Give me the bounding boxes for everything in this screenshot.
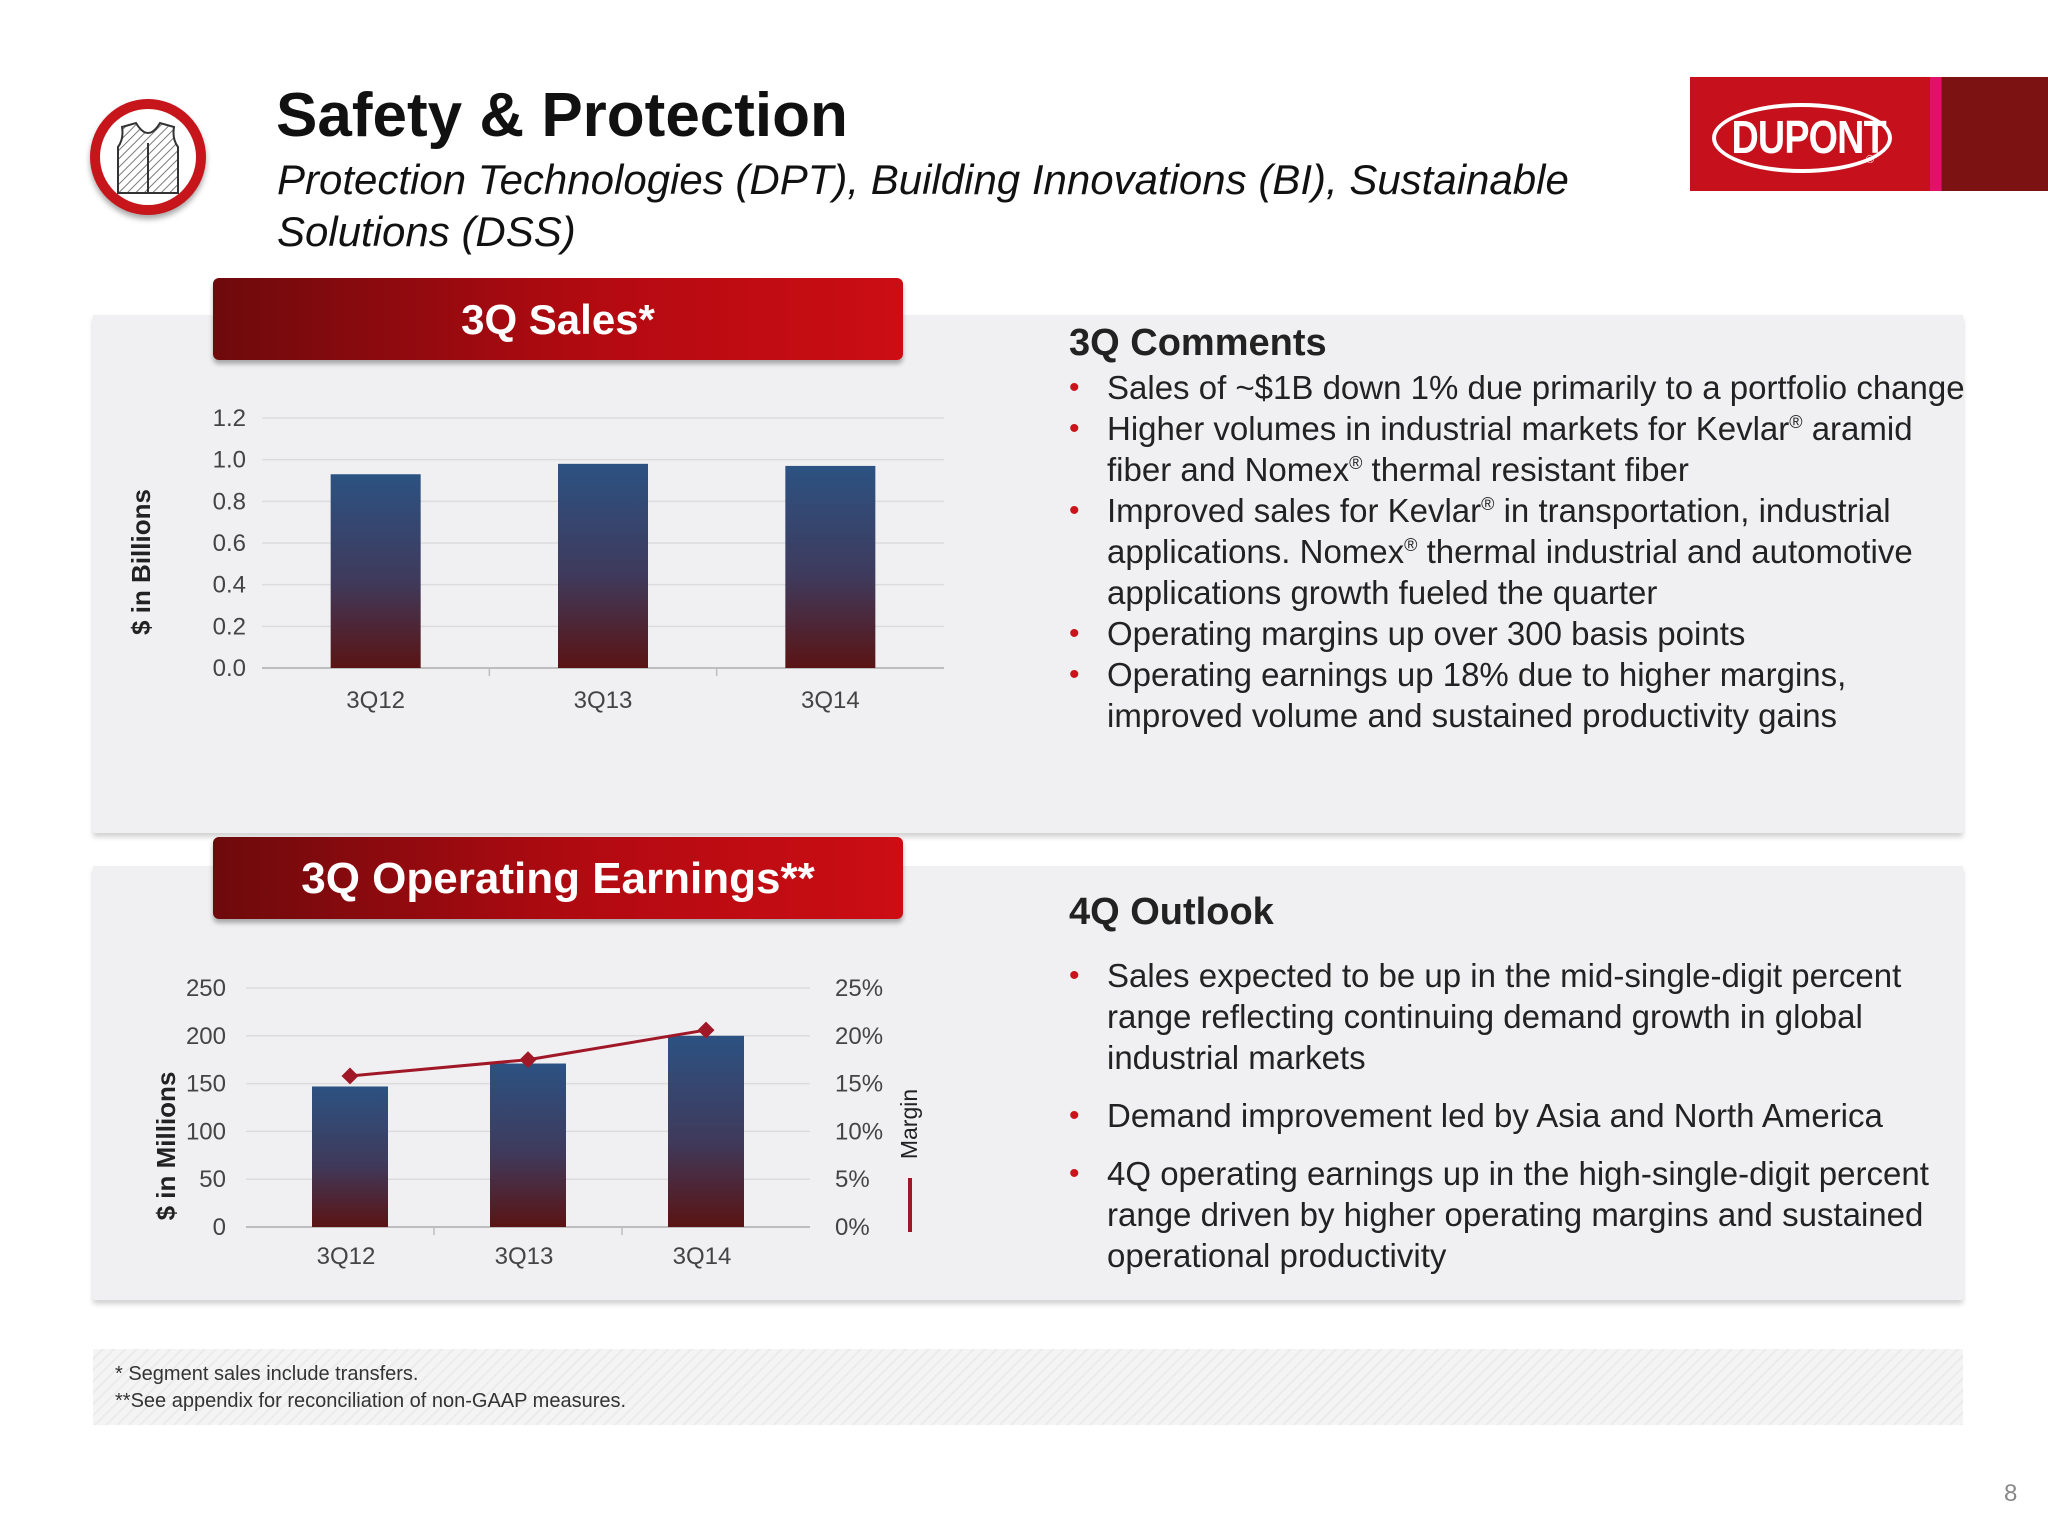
earnings-y-tick: 200 [186,1023,226,1050]
margin-y-tick: 5% [835,1166,870,1193]
earnings-x-tick: 3Q12 [317,1243,376,1270]
outlook-text: Demand improvement led by Asia and North… [1107,1097,1883,1134]
comment-bullet: • Sales of ~$1B down 1% due primarily to … [1069,367,1969,408]
page-subtitle: Protection Technologies (DPT), Building … [277,156,1569,255]
sales-y-tick: 0.8 [213,488,246,515]
earnings-x-tick: 3Q14 [673,1243,732,1270]
comment-text: Higher volumes in industrial markets for… [1107,410,1790,447]
bullet-dot: • [1069,494,1080,527]
vest-icon [90,99,206,215]
margin-y-tick: 20% [835,1023,883,1050]
page-title: Safety & Protection [276,81,848,150]
earnings-y-tick: 50 [199,1166,226,1193]
page-number: 8 [2004,1480,2018,1507]
outlook-bullet: • Sales expected to be up in the mid-sing… [1069,955,1969,1078]
comments-title: 3Q Comments [1069,322,1327,364]
registered-mark: ® [1789,412,1803,432]
earnings-chart-header: 3Q Operating Earnings** [213,837,903,919]
comment-text: aramid fiber and Nomex [1107,410,1913,488]
comment-text: Operating margins up over 300 basis poin… [1107,615,1746,652]
outlook-bullet: • Demand improvement led by Asia and Nort… [1069,1095,1969,1136]
outlook-text: 4Q operating earnings up in the high-sin… [1107,1155,1929,1274]
bullet-dot: • [1069,658,1080,691]
sales-x-tick: 3Q14 [801,687,860,714]
comment-text: Sales of ~$1B down 1% due primarily to a… [1107,369,1965,406]
bullet-dot: • [1069,1157,1080,1190]
footnote-non-gaap: **See appendix for reconciliation of non… [115,1390,627,1412]
earnings-y-axis-label: $ in Millions [151,1072,181,1221]
outlook-bullet: • 4Q operating earnings up in the high-si… [1069,1153,1969,1276]
outlook-list: • Sales expected to be up in the mid-sing… [1069,955,1969,1293]
sales-bar [558,463,648,668]
earnings-bar [668,1035,744,1227]
footnote-sales: * Segment sales include transfers. [115,1363,419,1385]
comment-text: Improved sales for Kevlar [1107,492,1482,529]
sales-y-axis-label: $ in Billions [126,489,156,635]
sales-y-tick: 0.6 [213,530,246,557]
comment-bullet: • Operating earnings up 18% due to higher… [1069,654,1969,736]
bullet-dot: • [1069,959,1080,992]
logo-oval [1712,103,1892,173]
logo-stripe [1930,77,1941,191]
margin-point [341,1067,359,1085]
comment-text: Operating earnings up 18% due to higher … [1107,656,1847,734]
vest-glyph [117,121,179,194]
earnings-y-tick: 150 [186,1071,226,1098]
sales-chart-header: 3Q Sales* [213,278,903,360]
footnote-band [93,1349,1963,1425]
comment-text: thermal resistant fiber [1362,451,1689,488]
margin-point [697,1021,715,1039]
logo-text: DUPONT [1731,111,1886,163]
comment-bullet: • Improved sales for Kevlar® in transport… [1069,490,1969,613]
margin-axis-label: Margin [896,1089,922,1159]
bullet-dot: • [1069,412,1080,445]
sales-y-tick: 0.4 [213,572,246,599]
sales-bar [785,465,876,668]
sales-y-tick: 0.0 [213,655,246,682]
comment-text: thermal industrial and automotive applic… [1107,533,1913,611]
registered-mark: ® [1349,453,1363,473]
earnings-y-tick: 100 [186,1118,226,1145]
comment-text: in transportation, industrial applicatio… [1107,492,1891,570]
registered-mark: ® [1481,494,1495,514]
sales-y-tick: 1.0 [213,447,246,474]
sales-x-tick: 3Q12 [346,687,405,714]
earnings-x-tick: 3Q13 [495,1243,554,1270]
margin-y-tick: 10% [835,1118,883,1145]
logo-registered-mark: ® [1866,154,1875,166]
outlook-text: Sales expected to be up in the mid-singl… [1107,957,1902,1076]
bullet-dot: • [1069,1099,1080,1132]
earnings-y-tick: 0 [213,1214,226,1241]
earnings-bar [312,1086,388,1227]
margin-y-tick: 25% [835,975,883,1002]
earnings-y-tick: 250 [186,975,226,1002]
logo-dark-block [1942,77,2048,191]
registered-mark: ® [1404,535,1418,555]
sales-y-tick: 1.2 [213,405,246,432]
margin-y-tick: 0% [835,1214,870,1241]
sales-y-tick: 0.2 [213,613,246,640]
comment-bullet: • Operating margins up over 300 basis poi… [1069,613,1969,654]
bullet-dot: • [1069,371,1080,404]
margin-point [519,1051,537,1069]
sales-bar [330,474,421,668]
margin-y-tick: 15% [835,1071,883,1098]
comment-bullet: • Higher volumes in industrial markets fo… [1069,408,1969,490]
sales-x-tick: 3Q13 [574,687,633,714]
comments-list: • Sales of ~$1B down 1% due primarily to … [1069,367,1969,736]
outlook-title: 4Q Outlook [1069,891,1274,933]
earnings-bar [490,1063,566,1227]
bullet-dot: • [1069,617,1080,650]
